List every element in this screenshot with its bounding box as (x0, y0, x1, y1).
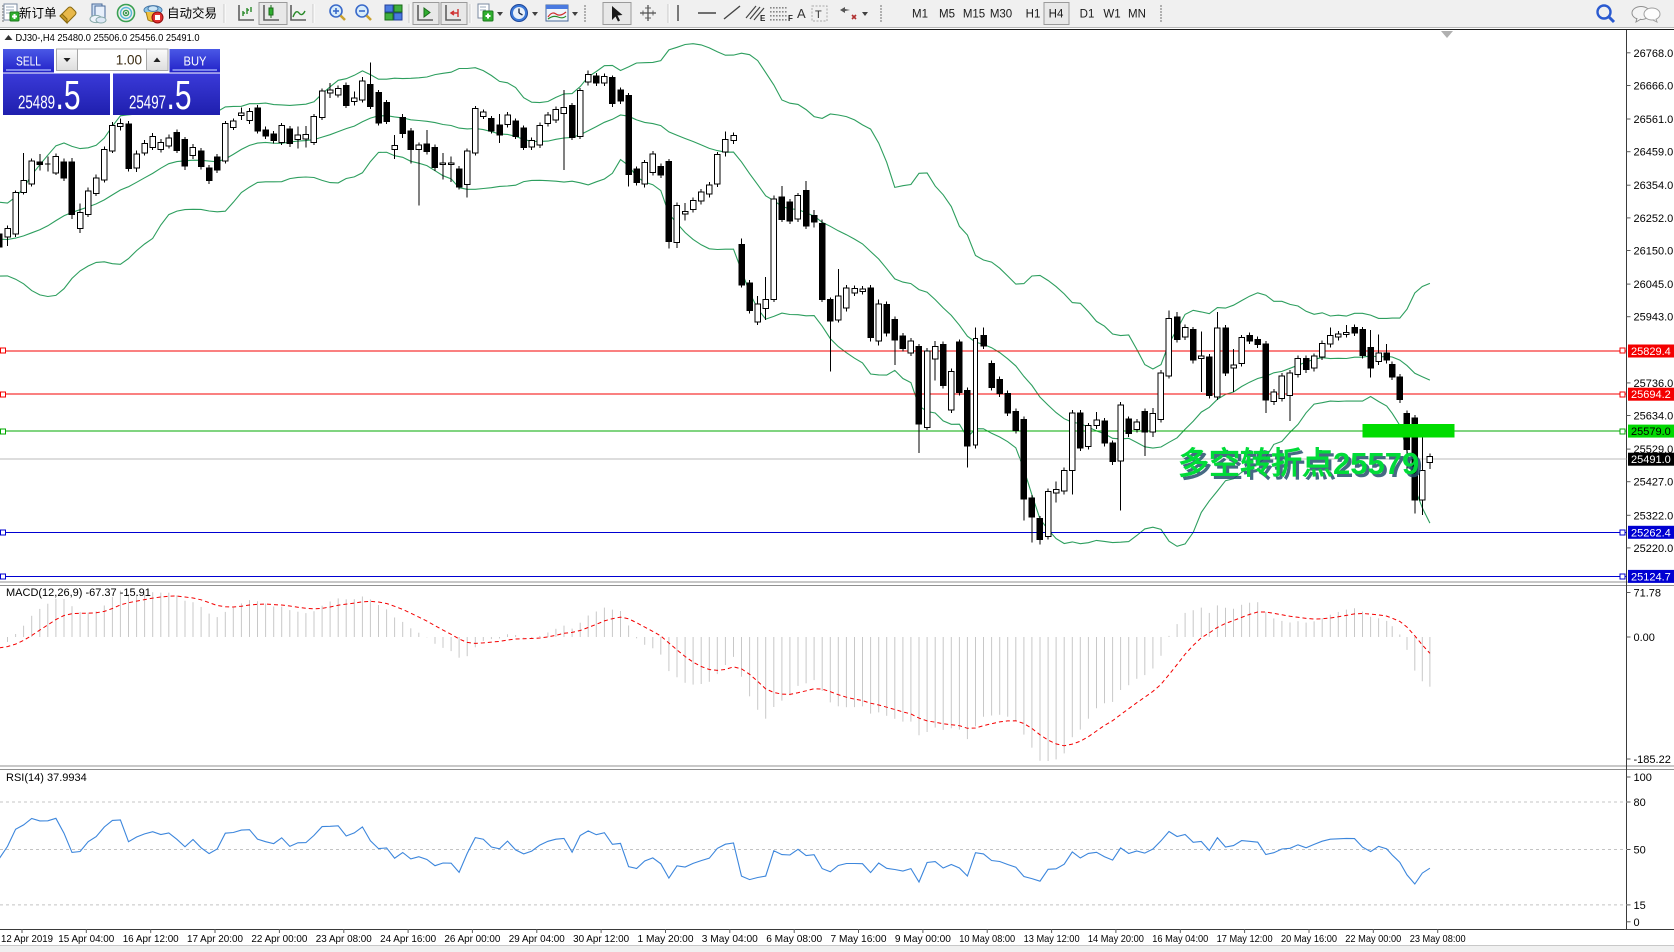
svg-text:26252.0: 26252.0 (1634, 213, 1674, 225)
svg-text:25943.0: 25943.0 (1634, 312, 1674, 324)
svg-text:.5: .5 (56, 72, 81, 118)
svg-text:多空转折点25579: 多空转折点25579 (1181, 449, 1422, 484)
svg-text:H4: H4 (1049, 9, 1064, 21)
svg-text:25491.0: 25491.0 (1631, 454, 1671, 466)
svg-text:50: 50 (1634, 845, 1646, 857)
svg-text:RSI(14) 37.9934: RSI(14) 37.9934 (6, 772, 87, 784)
svg-text:T: T (815, 9, 822, 21)
svg-text:MACD(12,26,9) -67.37 -15.91: MACD(12,26,9) -67.37 -15.91 (6, 587, 151, 599)
svg-text:H1: H1 (1026, 9, 1041, 21)
svg-text:0: 0 (1634, 917, 1640, 929)
svg-text:26150.0: 26150.0 (1634, 246, 1674, 258)
svg-text:6 May 08:00: 6 May 08:00 (766, 933, 822, 945)
svg-text:新订单: 新订单 (19, 6, 57, 21)
svg-text:23 May 08:00: 23 May 08:00 (1410, 933, 1466, 945)
svg-text:29 Apr 04:00: 29 Apr 04:00 (509, 933, 565, 945)
svg-text:25262.4: 25262.4 (1631, 527, 1671, 539)
svg-text:BUY: BUY (184, 54, 207, 69)
svg-text:M5: M5 (939, 9, 955, 21)
svg-text:26 Apr 00:00: 26 Apr 00:00 (444, 933, 500, 945)
svg-text:30 Apr 12:00: 30 Apr 12:00 (573, 933, 629, 945)
svg-text:15: 15 (1634, 900, 1646, 912)
svg-text:E: E (760, 14, 766, 23)
svg-text:25489: 25489 (18, 92, 55, 113)
svg-text:A: A (797, 6, 806, 21)
svg-text:1.00: 1.00 (116, 53, 142, 68)
svg-text:DJ30-,H4 25480.0 25506.0 2545: DJ30-,H4 25480.0 25506.0 25456.0 25491.0 (16, 32, 200, 44)
svg-text:14 May 20:00: 14 May 20:00 (1088, 933, 1144, 945)
svg-text:25634.0: 25634.0 (1634, 411, 1674, 423)
svg-text:26045.0: 26045.0 (1634, 279, 1674, 291)
svg-text:26666.0: 26666.0 (1634, 81, 1674, 93)
svg-text:10 May 08:00: 10 May 08:00 (959, 933, 1015, 945)
svg-text:25427.0: 25427.0 (1634, 477, 1674, 489)
svg-text:-185.22: -185.22 (1634, 754, 1671, 766)
svg-text:22 Apr 00:00: 22 Apr 00:00 (251, 933, 307, 945)
svg-text:26768.0: 26768.0 (1634, 48, 1674, 60)
svg-text:17 May 12:00: 17 May 12:00 (1217, 933, 1273, 945)
svg-text:71.78: 71.78 (1634, 588, 1662, 600)
svg-text:0.00: 0.00 (1634, 632, 1655, 644)
svg-text:23 Apr 08:00: 23 Apr 08:00 (316, 933, 372, 945)
svg-text:25497: 25497 (129, 92, 166, 113)
svg-text:SELL: SELL (16, 54, 41, 69)
svg-text:MN: MN (1128, 9, 1146, 21)
svg-text:D1: D1 (1080, 9, 1095, 21)
svg-text:3 May 04:00: 3 May 04:00 (702, 933, 758, 945)
svg-text:F: F (788, 14, 793, 23)
svg-text:1 May 20:00: 1 May 20:00 (638, 933, 694, 945)
svg-text:M15: M15 (963, 9, 985, 21)
svg-text:25124.7: 25124.7 (1631, 571, 1671, 583)
svg-text:25579.0: 25579.0 (1631, 426, 1671, 438)
svg-text:.5: .5 (167, 72, 192, 118)
svg-text:26561.0: 26561.0 (1634, 114, 1674, 126)
svg-text:自动交易: 自动交易 (167, 6, 217, 21)
svg-text:25220.0: 25220.0 (1634, 543, 1674, 555)
svg-text:25829.4: 25829.4 (1631, 346, 1671, 358)
svg-text:15 Apr 04:00: 15 Apr 04:00 (58, 933, 114, 945)
svg-text:100: 100 (1634, 772, 1652, 784)
svg-text:多空转折点25579: 多空转折点25579 (1178, 446, 1419, 481)
svg-text:9 May 00:00: 9 May 00:00 (895, 933, 951, 945)
svg-text:25322.0: 25322.0 (1634, 510, 1674, 522)
svg-text:M1: M1 (912, 9, 928, 21)
svg-text:80: 80 (1634, 797, 1646, 809)
svg-text:W1: W1 (1103, 9, 1120, 21)
svg-text:16 May 04:00: 16 May 04:00 (1152, 933, 1208, 945)
svg-text:25694.2: 25694.2 (1631, 389, 1671, 401)
svg-text:22 May 00:00: 22 May 00:00 (1345, 933, 1401, 945)
svg-text:24 Apr 16:00: 24 Apr 16:00 (380, 933, 436, 945)
svg-text:16 Apr 12:00: 16 Apr 12:00 (123, 933, 179, 945)
svg-text:26459.0: 26459.0 (1634, 147, 1674, 159)
svg-text:26354.0: 26354.0 (1634, 180, 1674, 192)
svg-text:7 May 16:00: 7 May 16:00 (831, 933, 887, 945)
svg-text:20 May 16:00: 20 May 16:00 (1281, 933, 1337, 945)
svg-text:25736.0: 25736.0 (1634, 378, 1674, 390)
svg-text:12 Apr 2019: 12 Apr 2019 (1, 933, 53, 945)
svg-text:M30: M30 (990, 9, 1012, 21)
svg-text:17 Apr 20:00: 17 Apr 20:00 (187, 933, 243, 945)
svg-text:13 May 12:00: 13 May 12:00 (1024, 933, 1080, 945)
